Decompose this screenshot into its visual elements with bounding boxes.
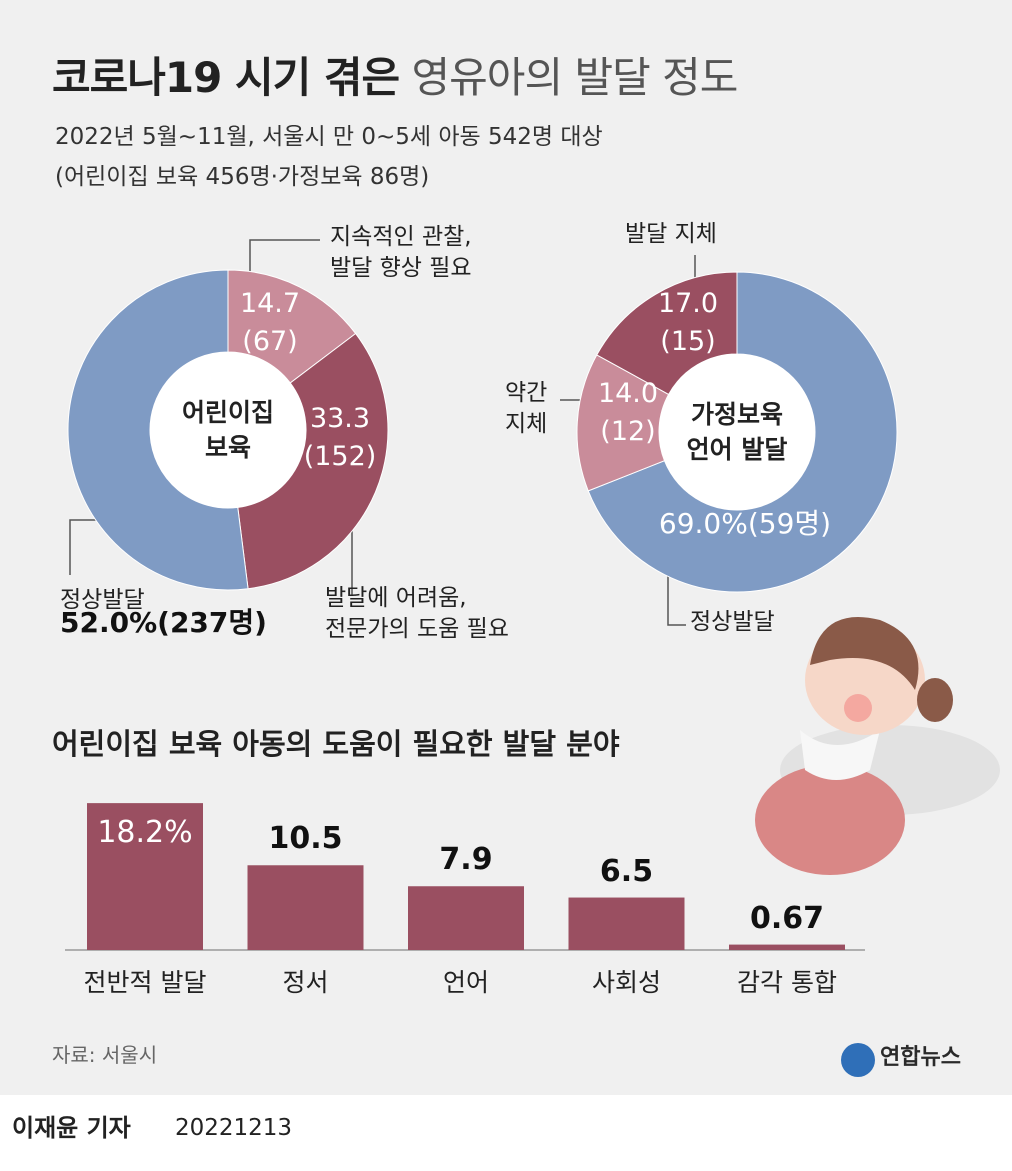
count-label: (12) — [600, 415, 656, 447]
value-label: 10.5 — [268, 821, 343, 856]
count-label: (15) — [660, 325, 716, 357]
category-label: 지속적인 관찰, 발달 향상 필요 — [330, 224, 472, 282]
count-text: (237명) — [157, 606, 267, 640]
count-label: (67) — [242, 325, 298, 357]
category-label: 발달에 어려움, 전문가의 도움 필요 — [325, 585, 509, 643]
x-tick-label: 사회성 — [591, 968, 662, 998]
value-label: 14.0 — [597, 377, 659, 409]
value-text: 69.0% — [658, 507, 748, 541]
value-label: 17.0 — [657, 287, 719, 319]
date: 20221213 — [175, 1115, 293, 1141]
subtitle: (어린이집 보육 456명·가정보육 86명) — [55, 164, 430, 190]
source: 자료: 서울시 — [52, 1043, 158, 1067]
center-label: 어린이집 보육 — [181, 398, 275, 462]
x-tick-label: 감각 통합 — [737, 968, 837, 998]
category-label: 발달 지체 — [625, 221, 717, 247]
value-label: 14.7 — [239, 287, 301, 319]
value-label: 33.3 — [309, 402, 371, 434]
bar — [568, 897, 685, 950]
bar — [408, 886, 524, 950]
bar — [729, 944, 845, 950]
value-label: 7.9 — [439, 841, 493, 877]
value-label: 0.67 — [749, 900, 825, 936]
value-text: 52.0% — [60, 606, 158, 640]
count-text: (59명) — [747, 507, 832, 541]
title-light: 영유아의 발달 정도 — [411, 53, 739, 102]
value-label: 6.5 — [599, 853, 654, 889]
category-label: 정상발달 — [60, 587, 145, 613]
logo-mark — [841, 1043, 875, 1077]
value-label: 18.2% — [97, 814, 193, 850]
value-label: 69.0%(59명) — [659, 505, 831, 543]
donut-hole — [659, 354, 815, 510]
value-label: 52.0%(237명) — [60, 604, 267, 642]
bar — [247, 865, 364, 950]
baby-illustration — [755, 617, 1000, 875]
center-label: 가정보육 언어 발달 — [686, 400, 788, 464]
x-tick-label: 전반적 발달 — [83, 968, 207, 998]
x-tick-label: 언어 — [442, 968, 490, 998]
donut-hole — [150, 352, 306, 508]
category-label: 정상발달 — [690, 609, 775, 635]
bar — [87, 803, 203, 950]
title: 코로나19 시기 겪은 영유아의 발달 정도 — [52, 50, 739, 107]
subtitle: 2022년 5월~11월, 서울시 만 0~5세 아동 542명 대상 — [55, 124, 603, 150]
category-label: 약간 지체 — [505, 380, 548, 438]
title-bold: 코로나19 시기 겪은 — [52, 53, 400, 102]
bar-title: 어린이집 보육 아동의 도움이 필요한 발달 분야 — [52, 727, 620, 761]
reporter: 이재윤 기자 — [12, 1114, 131, 1142]
logo: 연합뉴스 — [880, 1045, 961, 1070]
x-tick-label: 정서 — [282, 968, 329, 998]
count-label: (152) — [303, 440, 377, 472]
